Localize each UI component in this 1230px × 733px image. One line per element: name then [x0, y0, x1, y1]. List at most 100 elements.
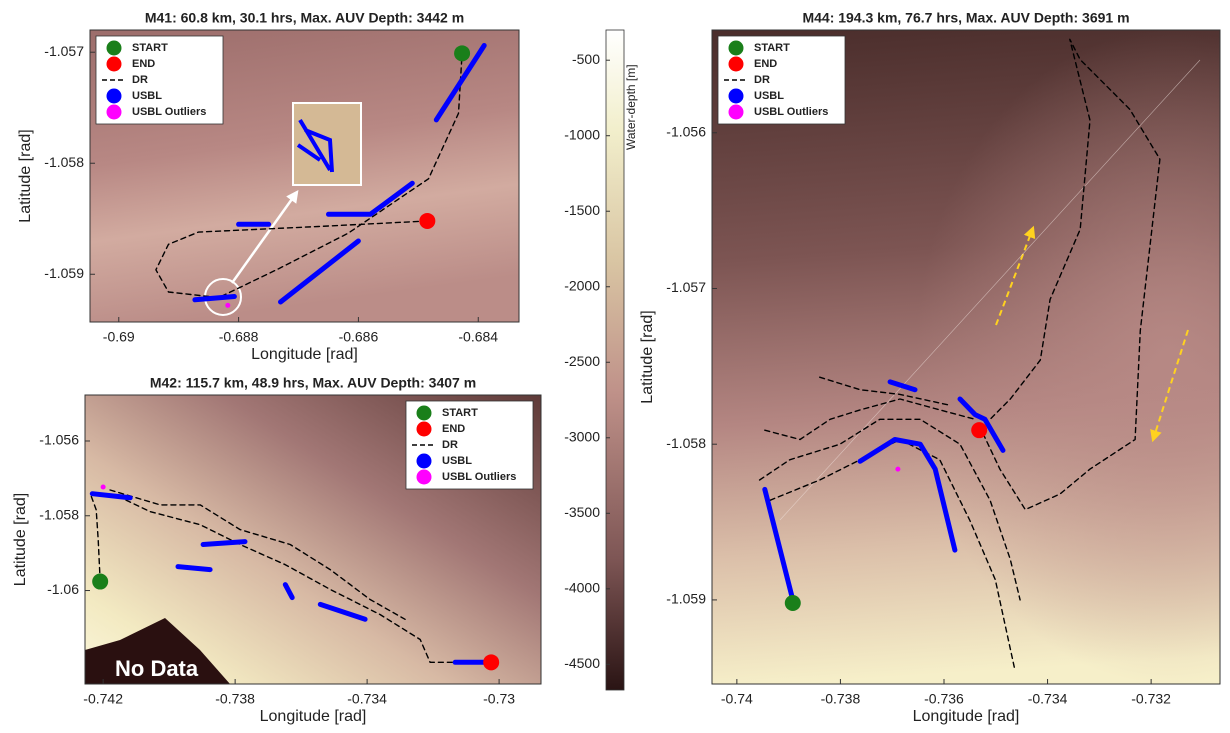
waypoint [92, 573, 109, 590]
legend-swatch [728, 56, 744, 72]
chart-title: M42: 115.7 km, 48.9 hrs, Max. AUV Depth:… [150, 375, 476, 391]
legend-label: END [442, 423, 465, 435]
outlier [100, 484, 106, 490]
x-tick-label: -0.734 [1028, 691, 1068, 707]
legend-label: USBL Outliers [132, 106, 206, 118]
colorbar [605, 29, 625, 691]
y-tick-label: -1.056 [39, 432, 79, 448]
legend-label: USBL Outliers [754, 106, 828, 118]
plot-frame [89, 29, 520, 323]
usbl-track [200, 539, 248, 547]
y-axis-label: Latitude [rad] [639, 310, 656, 403]
plot-area [155, 43, 487, 308]
y-tick-label: -1.057 [666, 279, 706, 295]
dr-track [769, 438, 1016, 671]
x-tick-label: -0.732 [1131, 691, 1171, 707]
y-tick-label: -1.058 [39, 506, 79, 522]
legend-label: START [442, 407, 478, 419]
chart-title: M44: 194.3 km, 76.7 hrs, Max. AUV Depth:… [802, 10, 1129, 26]
dr-track [758, 418, 1021, 601]
x-tick-label: -0.74 [721, 691, 753, 707]
usbl-track [762, 486, 796, 603]
legend-label: USBL Outliers [442, 471, 516, 483]
colorbar-tick-label: -3500 [564, 504, 600, 520]
legend-label: DR [132, 74, 148, 86]
inset-arrow [230, 189, 299, 284]
usbl-track [433, 43, 487, 123]
x-tick-label: -0.742 [83, 691, 123, 707]
x-axis-label: Longitude [rad] [260, 708, 367, 725]
x-tick-label: -0.738 [215, 691, 255, 707]
legend-swatch [416, 469, 432, 485]
x-tick-label: -0.736 [924, 691, 964, 707]
waypoint [419, 212, 436, 229]
y-tick-label: -1.059 [44, 265, 84, 281]
colorbar-tick-label: -1000 [564, 126, 600, 142]
colorbar-label: Water-depth [m] [624, 64, 638, 150]
colorbar-tick-label: -4500 [564, 655, 600, 671]
legend-label: DR [754, 74, 770, 86]
x-axis-label: Longitude [rad] [913, 708, 1020, 725]
y-tick-label: -1.059 [666, 591, 706, 607]
y-tick-label: -1.057 [44, 43, 84, 59]
outlier [225, 302, 231, 308]
legend-label: DR [442, 439, 458, 451]
y-tick-label: -1.06 [47, 581, 79, 597]
usbl-track [282, 582, 295, 601]
x-tick-label: -0.684 [458, 329, 498, 345]
chart-title: M41: 60.8 km, 30.1 hrs, Max. AUV Depth: … [145, 10, 464, 26]
inset-track [296, 118, 334, 173]
usbl-track [857, 437, 958, 553]
dr-track [819, 376, 951, 406]
dr-track [109, 489, 406, 620]
terrain [712, 30, 1220, 684]
legend-swatch [416, 405, 432, 421]
usbl-track [175, 564, 213, 573]
usbl-track [278, 238, 361, 305]
waypoint [971, 422, 988, 439]
usbl-track [326, 180, 415, 217]
plot-frame [711, 29, 1221, 685]
y-tick-label: -1.058 [44, 154, 84, 170]
inset [292, 102, 362, 186]
waypoint [784, 595, 801, 612]
current-arrow [995, 225, 1036, 326]
colorbar-tick-label: -3000 [564, 428, 600, 444]
seam [779, 59, 1201, 521]
y-tick-label: -1.056 [666, 123, 706, 139]
x-tick-label: -0.738 [821, 691, 861, 707]
x-tick-label: -0.73 [483, 691, 515, 707]
y-axis-label: Latitude [rad] [12, 493, 29, 586]
plot-area [758, 38, 1161, 671]
x-tick-label: -0.686 [339, 329, 379, 345]
legend-label: START [132, 42, 168, 54]
usbl-track [89, 491, 133, 501]
plot-area [89, 484, 500, 671]
y-tick-label: -1.058 [666, 435, 706, 451]
legend-swatch [106, 40, 122, 56]
usbl-track [957, 396, 1006, 453]
dr-track [155, 52, 463, 299]
legend-swatch [416, 421, 432, 437]
legend-label: START [754, 42, 790, 54]
waypoint [483, 654, 500, 671]
legend-label: END [754, 58, 777, 70]
no-data-region [85, 618, 230, 684]
colorbar-tick-label: -500 [572, 51, 600, 67]
dr-track [89, 493, 492, 663]
dr-track [978, 38, 1161, 511]
legend-swatch [106, 104, 122, 120]
usbl-track [887, 379, 918, 393]
colorbar-tick-label: -2000 [564, 277, 600, 293]
legend-label: USBL [754, 90, 784, 102]
legend-swatch [728, 88, 744, 104]
usbl-track [317, 601, 368, 622]
waypoint [454, 45, 471, 62]
colorbar-tick-label: -1500 [564, 202, 600, 218]
legend-label: USBL [442, 455, 472, 467]
legend-label: END [132, 58, 155, 70]
annotation: No Data [115, 656, 199, 681]
dr-track [764, 398, 976, 441]
legend-swatch [728, 40, 744, 56]
